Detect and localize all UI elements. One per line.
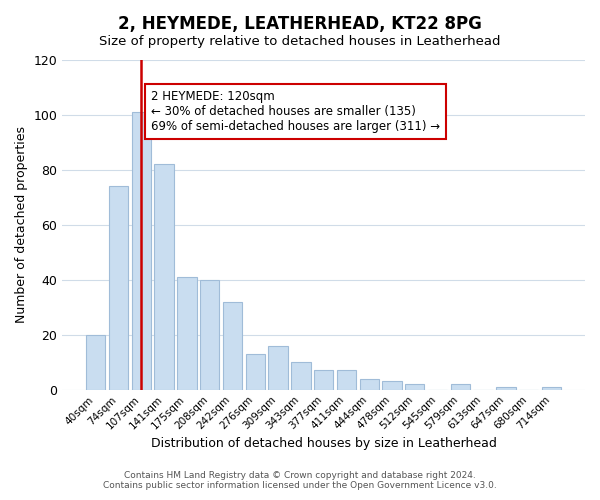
X-axis label: Distribution of detached houses by size in Leatherhead: Distribution of detached houses by size … [151,437,497,450]
Bar [200,280,220,390]
Y-axis label: Number of detached properties: Number of detached properties [15,126,28,324]
Bar [291,362,311,390]
Text: Contains HM Land Registry data © Crown copyright and database right 2024.
Contai: Contains HM Land Registry data © Crown c… [103,470,497,490]
Bar [542,387,561,390]
Bar [337,370,356,390]
Text: Size of property relative to detached houses in Leatherhead: Size of property relative to detached ho… [99,35,501,48]
Text: 2 HEYMEDE: 120sqm
← 30% of detached houses are smaller (135)
69% of semi-detache: 2 HEYMEDE: 120sqm ← 30% of detached hous… [151,90,440,132]
Bar [223,302,242,390]
Bar [496,387,515,390]
Text: 2, HEYMEDE, LEATHERHEAD, KT22 8PG: 2, HEYMEDE, LEATHERHEAD, KT22 8PG [118,15,482,33]
Bar [131,112,151,390]
Bar [109,186,128,390]
Bar [86,335,106,390]
Bar [451,384,470,390]
Bar [177,277,197,390]
Bar [314,370,334,390]
Bar [154,164,174,390]
Bar [405,384,424,390]
Bar [268,346,288,390]
Bar [245,354,265,390]
Bar [382,382,402,390]
Bar [359,378,379,390]
